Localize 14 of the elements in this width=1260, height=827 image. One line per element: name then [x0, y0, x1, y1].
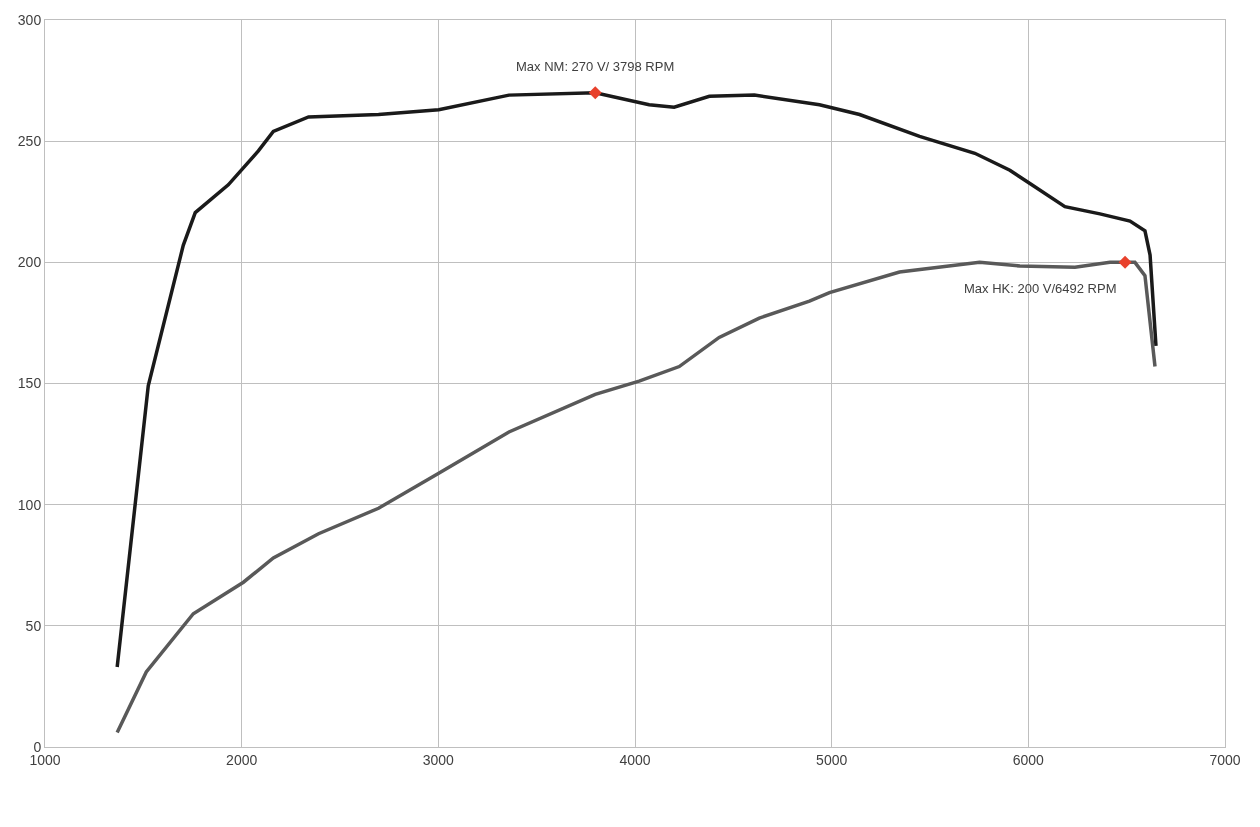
- annotation: Max HK: 200 V/6492 RPM: [964, 281, 1117, 296]
- x-tick-label: 3000: [422, 751, 455, 768]
- x-tick-label: 4000: [619, 751, 651, 768]
- y-tick-label: 50: [25, 617, 42, 634]
- x-tick-label: 7000: [1209, 751, 1241, 768]
- y-tick-label: 150: [17, 375, 42, 392]
- annotation: Max NM: 270 V/ 3798 RPM: [516, 59, 675, 74]
- y-tick-label: 200: [17, 254, 42, 271]
- x-tick-label: 6000: [1012, 751, 1045, 768]
- y-tick-label: 300: [17, 11, 42, 28]
- x-tick-label: 5000: [816, 751, 848, 768]
- y-tick-label: 100: [17, 496, 42, 513]
- x-tick-label: 2000: [226, 751, 258, 768]
- y-tick-label: 250: [17, 133, 42, 150]
